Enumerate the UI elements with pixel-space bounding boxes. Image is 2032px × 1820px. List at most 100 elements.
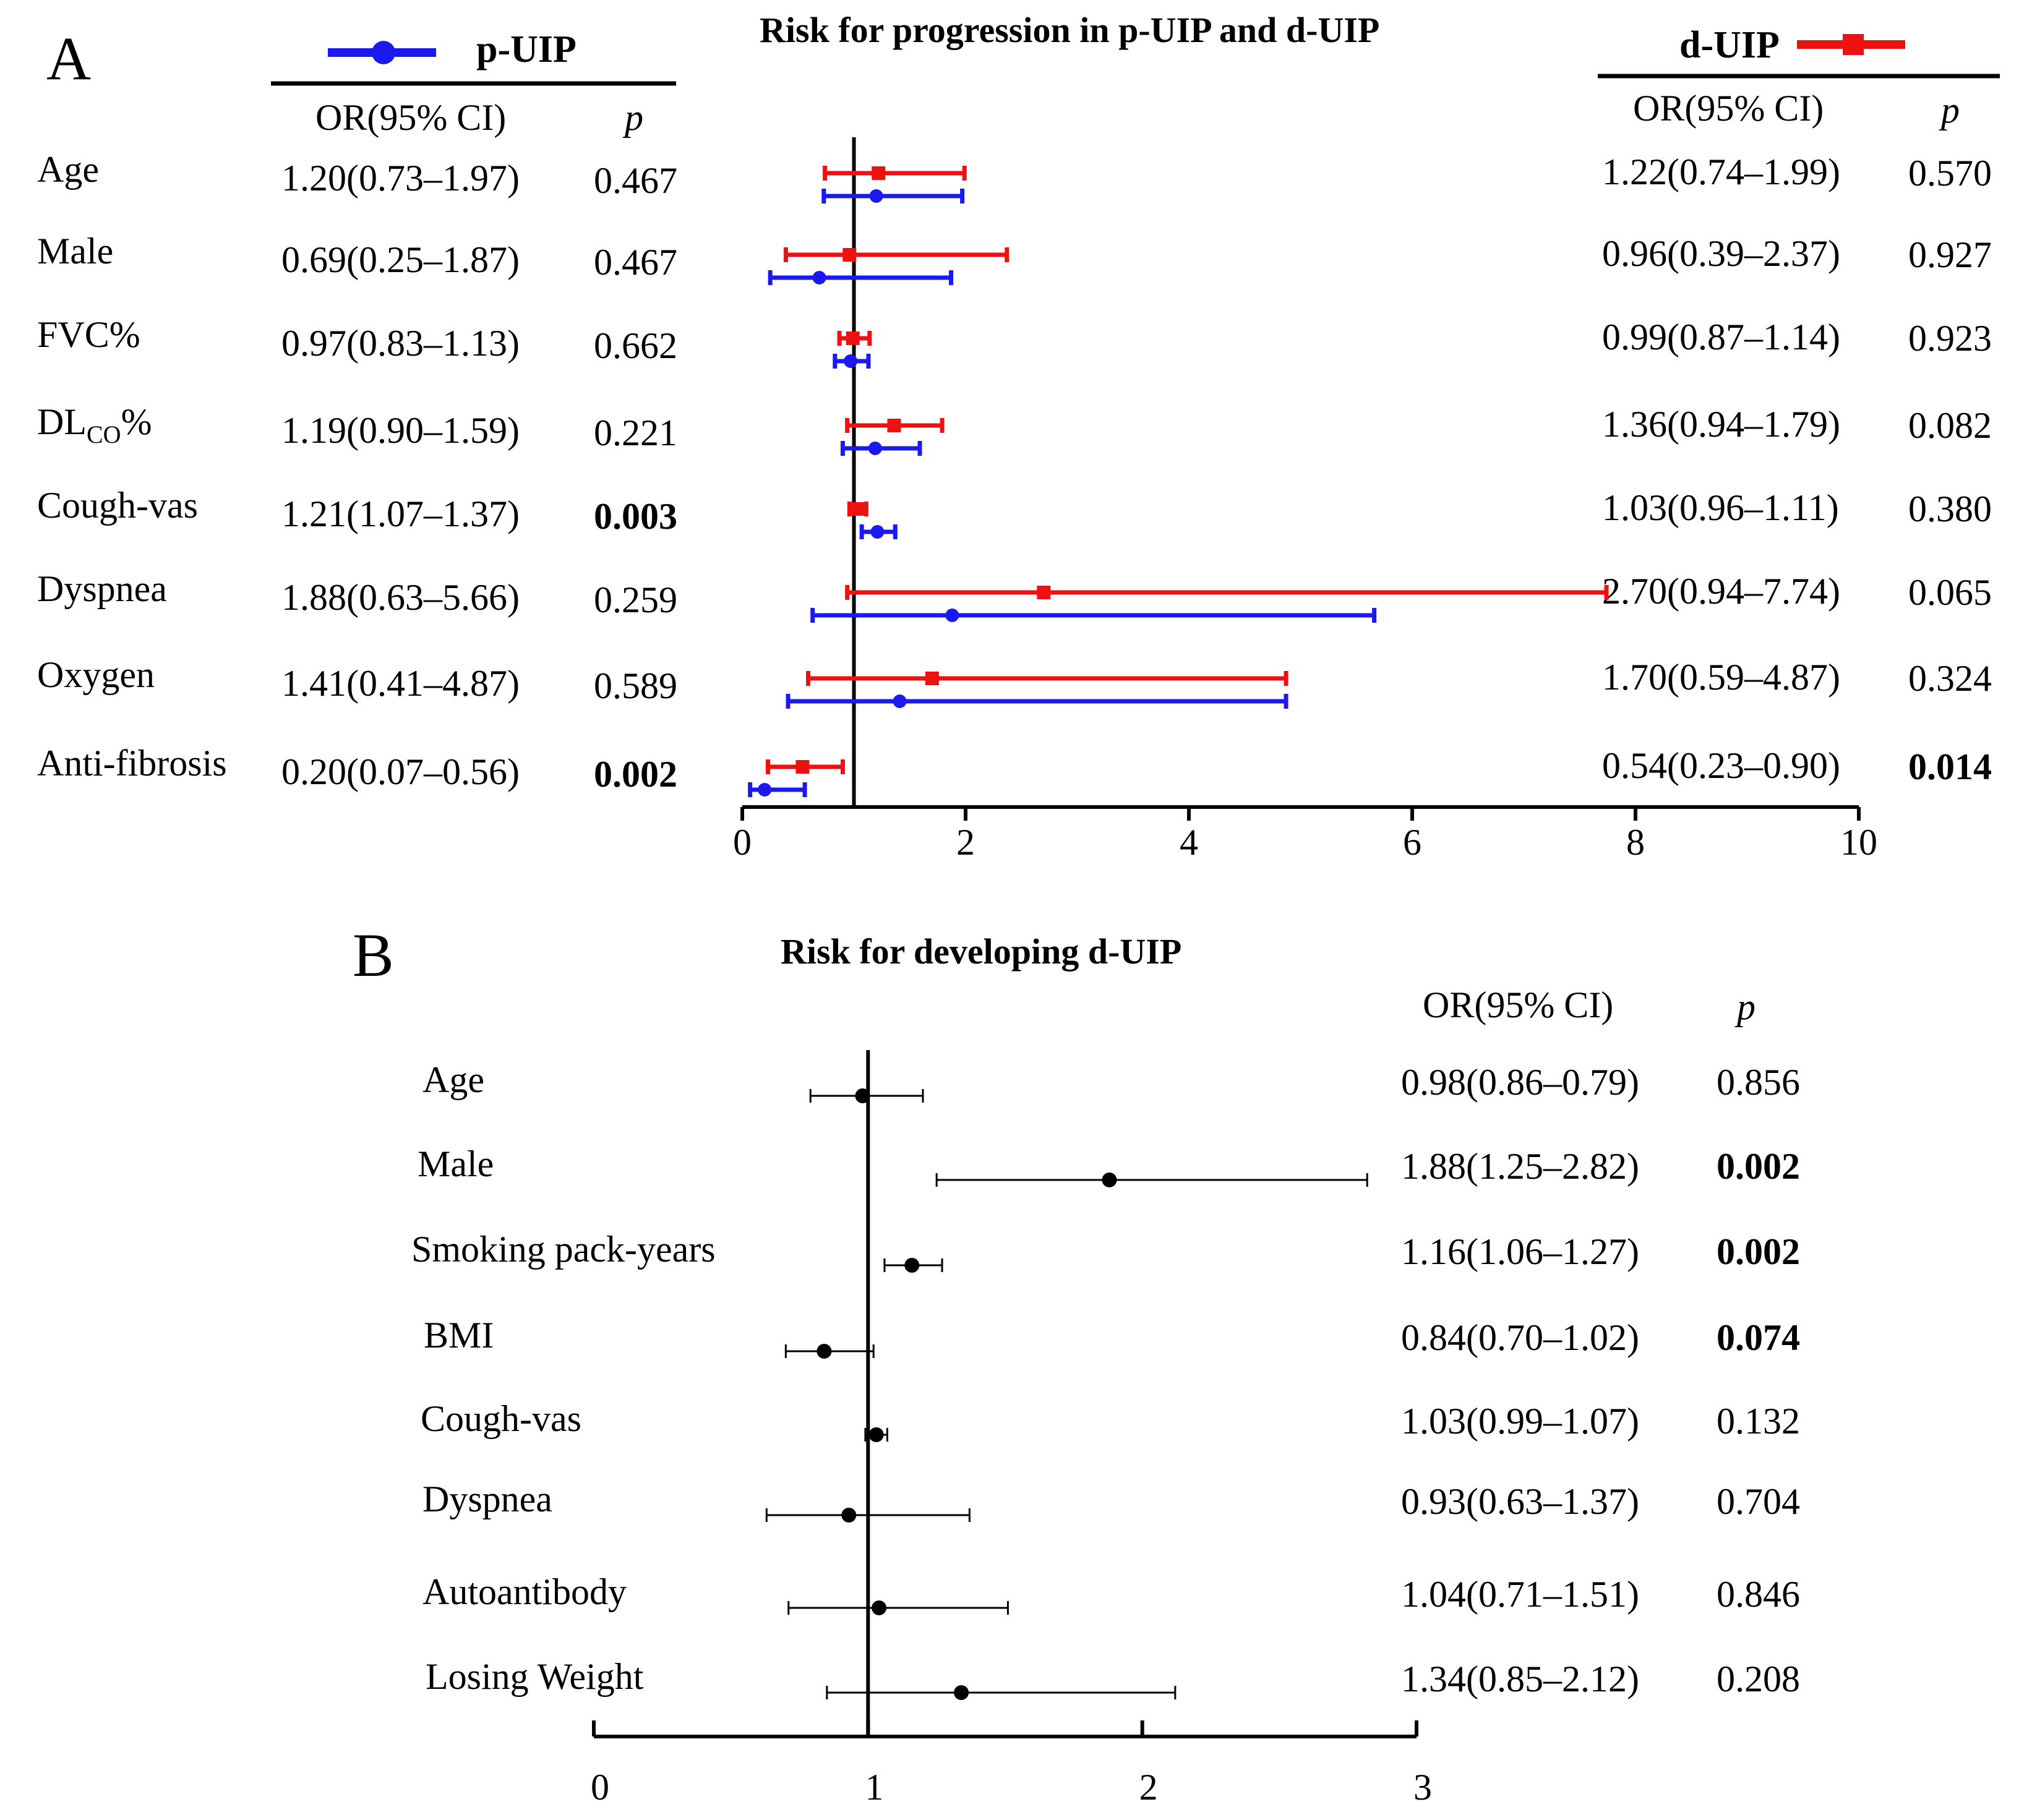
p-uip-or-text: 0.69(0.25–1.87): [281, 239, 520, 280]
p-uip-p-value: 0.003: [594, 496, 677, 537]
header-or-left: OR(95% CI): [315, 97, 506, 138]
d-uip-p-value: 0.014: [1908, 746, 1992, 787]
d-uip-point: [846, 331, 860, 345]
p-uip-p-value: 0.467: [594, 160, 677, 201]
p-value-b: 0.704: [1717, 1481, 1800, 1522]
point-b: [855, 1088, 870, 1103]
p-uip-point: [868, 442, 882, 455]
panel-b-title: Risk for developing d-UIP: [781, 931, 1181, 972]
p-uip-point: [893, 694, 907, 708]
d-uip-or-text: 0.54(0.23–0.90): [1602, 745, 1840, 786]
header-p-right: p: [1939, 90, 1960, 130]
legend-d-uip-marker: [1843, 34, 1864, 55]
legend-p-uip-label: p-UIP: [476, 28, 577, 70]
row-label-a: Oxygen: [37, 654, 155, 695]
header-p-left: p: [622, 97, 643, 138]
row-label-a: Cough-vas: [37, 485, 198, 526]
row-label-b: Smoking pack-years: [411, 1229, 716, 1270]
x-tick-label-a: 10: [1840, 822, 1877, 863]
d-uip-point: [887, 419, 901, 432]
p-uip-or-text: 1.41(0.41–4.87): [281, 663, 520, 704]
header-or-b: OR(95% CI): [1423, 985, 1613, 1025]
legend-p-uip-marker: [372, 41, 395, 64]
header-p-b: p: [1734, 986, 1755, 1027]
d-uip-or-text: 1.36(0.94–1.79): [1602, 404, 1840, 445]
d-uip-or-text: 1.70(0.59–4.87): [1602, 657, 1840, 698]
p-uip-point: [758, 783, 772, 797]
row-label-b: Losing Weight: [426, 1656, 644, 1697]
point-b: [954, 1685, 969, 1700]
header-or-right: OR(95% CI): [1633, 88, 1824, 129]
or-text-b: 1.34(0.85–2.12): [1401, 1659, 1639, 1699]
p-uip-p-value: 0.002: [594, 754, 677, 795]
d-uip-or-text: 0.96(0.39–2.37): [1602, 233, 1840, 274]
d-uip-or-text: 1.03(0.96–1.11): [1602, 487, 1839, 528]
d-uip-or-text: 2.70(0.94–7.74): [1602, 571, 1840, 612]
p-value-b: 0.856: [1717, 1062, 1800, 1103]
row-label-a: Anti-fibrosis: [37, 743, 227, 784]
row-label-b: Dyspnea: [422, 1479, 552, 1519]
d-uip-or-text: 0.99(0.87–1.14): [1602, 317, 1840, 357]
d-uip-p-value: 0.380: [1908, 489, 1992, 529]
row-label-a: Male: [37, 231, 113, 271]
p-uip-or-text: 1.21(1.07–1.37): [281, 493, 520, 534]
x-tick-label-a: 2: [956, 822, 975, 863]
x-tick-label-b: 2: [1139, 1767, 1158, 1808]
d-uip-point: [795, 760, 810, 774]
p-value-b: 0.002: [1717, 1146, 1800, 1187]
p-uip-p-value: 0.259: [594, 579, 677, 620]
p-uip-point: [870, 525, 885, 539]
p-uip-or-text: 1.19(0.90–1.59): [281, 410, 520, 451]
p-uip-p-value: 0.221: [594, 412, 677, 453]
x-tick-label-a: 8: [1626, 822, 1645, 863]
d-uip-p-value: 0.923: [1908, 318, 1992, 359]
d-uip-p-value: 0.927: [1908, 234, 1992, 275]
p-uip-or-text: 0.97(0.83–1.13): [281, 323, 520, 364]
point-b: [817, 1344, 832, 1359]
p-uip-or-text: 0.20(0.07–0.56): [281, 751, 520, 792]
row-label-a: FVC%: [37, 314, 140, 355]
d-uip-p-value: 0.065: [1908, 572, 1992, 613]
point-b: [841, 1508, 857, 1523]
p-uip-p-value: 0.467: [594, 242, 677, 283]
row-label-b: Cough-vas: [421, 1398, 581, 1439]
d-uip-point: [872, 166, 886, 180]
or-text-b: 0.84(0.70–1.02): [1401, 1317, 1639, 1358]
row-label-b: BMI: [424, 1315, 494, 1356]
p-uip-point: [869, 189, 883, 203]
p-uip-p-value: 0.662: [594, 325, 677, 366]
row-label-b: Male: [418, 1143, 494, 1184]
d-uip-point: [842, 248, 857, 262]
x-tick-label-b: 1: [865, 1767, 883, 1808]
row-label-b: Autoantibody: [422, 1571, 627, 1612]
d-uip-point: [850, 502, 864, 516]
row-label-b: Age: [422, 1059, 484, 1100]
d-uip-point: [1037, 586, 1051, 599]
or-text-b: 1.16(1.06–1.27): [1401, 1231, 1639, 1272]
p-uip-point: [844, 354, 858, 368]
or-text-b: 0.98(0.86–0.79): [1401, 1062, 1639, 1103]
or-text-b: 1.88(1.25–2.82): [1401, 1146, 1639, 1187]
or-text-b: 1.03(0.99–1.07): [1401, 1401, 1639, 1442]
panel-a-title: Risk for progression in p-UIP and d-UIP: [760, 10, 1379, 50]
d-uip-or-text: 1.22(0.74–1.99): [1602, 152, 1840, 192]
d-uip-p-value: 0.082: [1908, 405, 1992, 446]
x-tick-label-a: 4: [1180, 822, 1198, 863]
d-uip-p-value: 0.324: [1908, 658, 1992, 699]
x-tick-label-b: 0: [591, 1767, 609, 1808]
point-b: [868, 1427, 884, 1442]
p-uip-or-text: 1.20(0.73–1.97): [281, 158, 520, 199]
p-value-b: 0.208: [1717, 1659, 1800, 1699]
x-tick-label-a: 0: [733, 822, 752, 863]
point-b: [872, 1600, 887, 1615]
p-value-b: 0.132: [1717, 1401, 1800, 1442]
legend-d-uip-label: d-UIP: [1679, 24, 1780, 66]
row-label-a: DLCO%: [37, 401, 152, 448]
row-label-a: Dyspnea: [37, 568, 167, 609]
point-b: [904, 1258, 920, 1273]
row-label-a: Age: [37, 149, 99, 190]
p-uip-or-text: 1.88(0.63–5.66): [281, 577, 520, 618]
p-value-b: 0.002: [1717, 1231, 1800, 1272]
